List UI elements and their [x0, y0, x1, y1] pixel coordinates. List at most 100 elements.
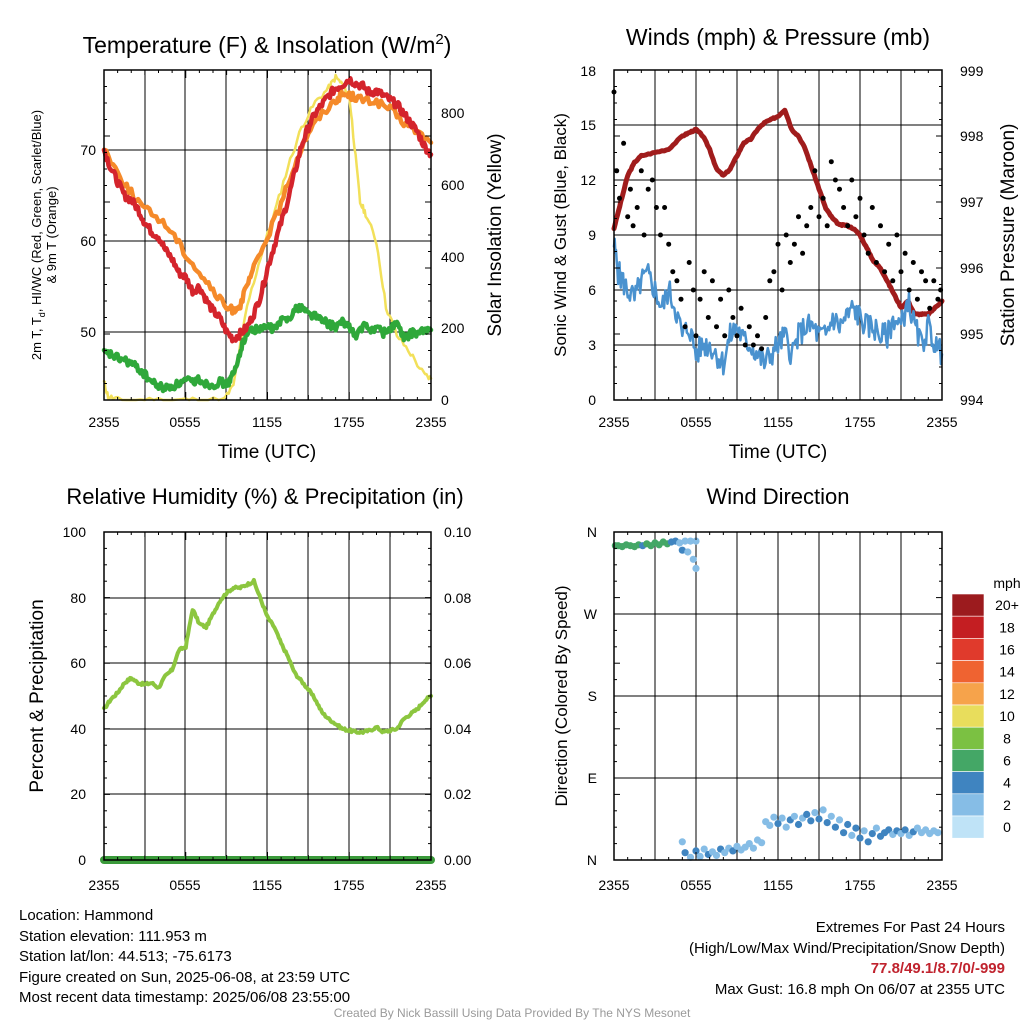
direction-point [823, 819, 831, 827]
humidity-y-tick-label: 80 [70, 590, 86, 606]
wind-speed-line [612, 237, 944, 376]
extremes-values: 77.8/49.1/8.7/0/-999 [870, 960, 1005, 977]
humidity-x-tick-label: 1155 [252, 877, 282, 893]
pressure-line [611, 107, 945, 318]
wind-y-tick-label: 18 [580, 63, 596, 79]
gust-point [771, 269, 777, 275]
humidity-x-tick-label: 2355 [415, 877, 446, 893]
gust-point [763, 315, 769, 320]
gust-point [734, 333, 740, 339]
humidity-panel-title: Relative Humidity (%) & Precipitation (i… [66, 484, 463, 509]
humidity-x-tick-label: 1755 [333, 877, 364, 893]
direction-tick-label: S [588, 688, 597, 704]
colorbar-swatch [951, 771, 985, 795]
gust-point [686, 260, 692, 265]
precip-y2-tick-label: 0.10 [444, 524, 471, 540]
pressure-y2-ticks: 994 995 996 997 998 999 [960, 63, 984, 408]
gust-point [824, 223, 830, 229]
humidity-y-tick-label: 0 [78, 852, 86, 868]
colorbar-swatch [951, 815, 985, 839]
gust-point [693, 333, 699, 339]
gust-point [666, 241, 672, 247]
colorbar-swatch [951, 593, 985, 617]
gust-point [869, 205, 875, 210]
figure-created: Figure created on Sun, 2025-06-08, at 23… [19, 968, 351, 986]
direction-point [766, 821, 774, 830]
temp-2m-line [101, 76, 434, 344]
humidity-grid [103, 532, 431, 860]
wind-x-tick-label: 1755 [844, 414, 875, 430]
gust-point [849, 177, 855, 183]
direction-point [840, 829, 848, 837]
gust-point [861, 232, 867, 238]
temperature-y-tick-label: 60 [80, 233, 96, 249]
direction-x-tick-label: 2355 [598, 877, 629, 893]
gust-point [645, 186, 651, 192]
direction-point [684, 548, 692, 556]
gust-point [902, 250, 908, 256]
gust-point [906, 287, 912, 293]
gust-point [783, 232, 789, 238]
wind-pressure-panel-title: Winds (mph) & Pressure (mb) [626, 24, 930, 50]
temperature-x-tick-label: 2355 [415, 414, 446, 430]
wind-y-tick-label: 9 [588, 227, 596, 243]
gust-point [714, 324, 719, 330]
wind-pressure-ticks [613, 69, 943, 401]
precip-y2-ticks: 0.00 0.02 0.04 0.06 0.08 0.10 [444, 524, 471, 868]
precip-y2-tick-label: 0.02 [444, 786, 471, 802]
direction-x-tick-label: 0555 [680, 877, 711, 893]
gust-point [738, 305, 744, 311]
gust-point [923, 278, 929, 284]
pressure-y2-tick-label: 995 [960, 326, 984, 342]
gust-point [910, 260, 916, 265]
gust-point [857, 195, 863, 201]
gust-point [701, 269, 707, 275]
humidity-y-tick-label: 20 [70, 786, 86, 802]
gust-point [678, 296, 684, 302]
direction-point [686, 853, 695, 861]
wind-x-axis-label: Time (UTC) [729, 442, 828, 463]
temperature-y-tick-label: 50 [80, 324, 96, 340]
gust-point [730, 315, 736, 320]
direction-point [872, 824, 881, 832]
gust-point [690, 287, 696, 293]
temperature-x-tick-label: 1755 [333, 414, 364, 430]
wind-y-tick-label: 12 [580, 172, 596, 188]
temperature-x-tick-label: 0555 [169, 414, 200, 430]
insolation-y2-tick-label: 0 [441, 392, 449, 408]
direction-tick-label: N [587, 524, 597, 540]
direction-point [692, 537, 700, 545]
gust-point [853, 214, 859, 220]
wind-x-tick-label: 2355 [598, 414, 629, 430]
humidity-y-tick-label: 100 [63, 524, 87, 540]
gust-point [898, 269, 904, 275]
gust-point [919, 269, 924, 275]
colorbar-swatch [951, 749, 985, 772]
colorbar-swatch [951, 660, 985, 684]
max-gust: Max Gust: 16.8 mph On 06/07 at 2355 UTC [714, 980, 1005, 998]
gust-point [914, 296, 920, 302]
temperature-y-axis-label: 2m T, Td, HI/WC (Red, Green, Scarlet/Blu… [29, 110, 59, 360]
gust-point [791, 241, 797, 247]
precip-y2-tick-label: 0.04 [444, 721, 471, 737]
gust-point [878, 223, 883, 229]
wind-direction-x-ticks: 2355 0555 1155 1755 2355 [598, 877, 957, 893]
direction-point [676, 539, 684, 547]
wind-direction-points [611, 537, 942, 861]
colorbar-label: 14 [999, 664, 1015, 680]
colorbar-label: 8 [1003, 730, 1011, 746]
gust-point [931, 278, 937, 284]
extremes-heading: Extremes For Past 24 Hours [815, 919, 1005, 936]
colorbar-label: 4 [1003, 775, 1011, 791]
gust-point [808, 205, 814, 210]
gust-point [841, 205, 847, 210]
direction-point [934, 829, 942, 837]
temperature-y-axis-label-line1: 2m T, Td, HI/WC (Red, Green, Scarlet/Blu… [29, 110, 47, 360]
direction-point [885, 826, 893, 834]
direction-tick-label: E [588, 770, 597, 786]
gust-point [653, 205, 659, 210]
colorbar-label: 0 [1003, 819, 1011, 835]
wind-x-tick-label: 0555 [680, 414, 711, 430]
temperature-y-ticks: 50 60 70 [80, 142, 96, 340]
direction-point [864, 838, 872, 846]
